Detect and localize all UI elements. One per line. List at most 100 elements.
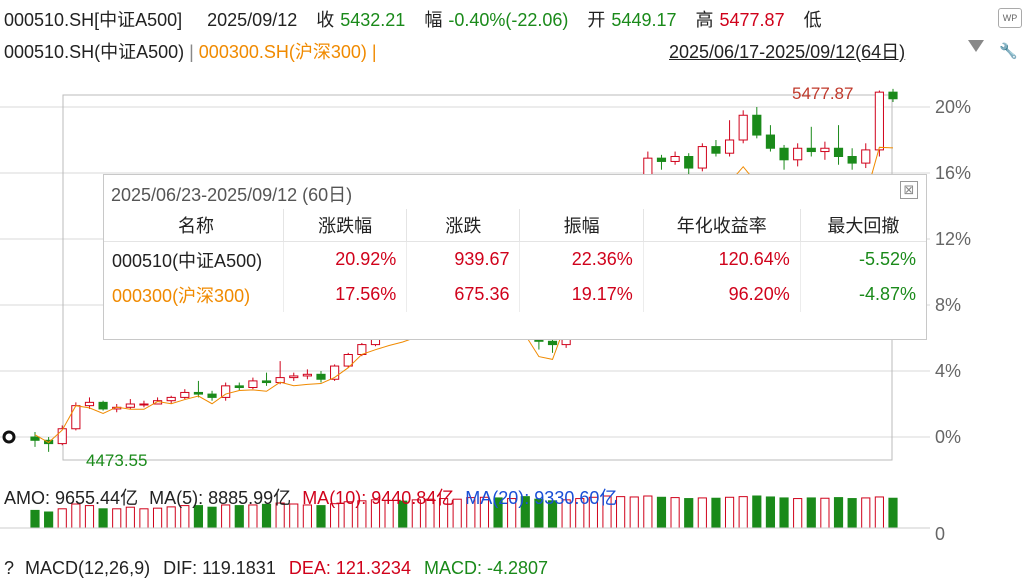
candle-body bbox=[302, 373, 312, 377]
volume-bar bbox=[98, 508, 108, 529]
candle-body bbox=[888, 91, 898, 100]
candle-body bbox=[207, 393, 217, 398]
candle-body bbox=[84, 401, 95, 407]
close-icon[interactable]: ⊠ bbox=[900, 181, 918, 199]
candle-body bbox=[98, 401, 108, 410]
high-label: 高 bbox=[695, 10, 714, 30]
candle-body bbox=[711, 146, 721, 154]
candle-body bbox=[547, 340, 558, 346]
series-legend: 000510.SH(中证A500) | 000300.SH(沪深300) | bbox=[4, 38, 377, 64]
volume-bar bbox=[711, 497, 721, 529]
volume-bar bbox=[833, 497, 844, 529]
legend-series-hs300[interactable]: 000300.SH(沪深300) bbox=[198, 42, 367, 62]
candle-body bbox=[847, 156, 857, 164]
stats-table: 名称 涨跌幅 涨跌 振幅 年化收益率 最大回撤 000510(中证A500) 2… bbox=[104, 209, 926, 312]
volume-bar bbox=[724, 496, 735, 529]
candle-body bbox=[180, 391, 190, 398]
change-value: -0.40%(-22.06) bbox=[448, 10, 569, 30]
candle-body bbox=[248, 380, 258, 388]
candle-body bbox=[861, 149, 871, 164]
candle-body bbox=[684, 156, 694, 169]
legend-series-a500[interactable]: 000510.SH(中证A500) bbox=[4, 42, 185, 62]
high-value: 5477.87 bbox=[719, 10, 785, 30]
candle-body bbox=[71, 405, 81, 430]
volume-bar bbox=[152, 507, 163, 529]
row-name: 000510(中证A500) bbox=[104, 241, 284, 277]
table-row[interactable]: 000300(沪深300) 17.56% 675.36 19.17% 96.20… bbox=[104, 277, 926, 312]
volume-bar bbox=[643, 495, 653, 529]
change-label: 幅 bbox=[424, 10, 443, 30]
volume-bar bbox=[793, 498, 803, 529]
col-header: 振幅 bbox=[519, 209, 644, 242]
legend-sep: | bbox=[366, 42, 377, 62]
y-tick-label: 16% bbox=[935, 163, 972, 183]
volume-bar bbox=[779, 497, 789, 529]
cell-dd: -4.87% bbox=[858, 284, 916, 304]
price-chart[interactable] bbox=[0, 60, 1023, 560]
y-tick-label: 4% bbox=[935, 361, 962, 381]
volume-bar bbox=[57, 508, 67, 529]
volume-bar bbox=[820, 497, 830, 529]
quote-date: 2025/09/12 bbox=[207, 10, 298, 30]
candle-body bbox=[125, 403, 135, 408]
volume-bar bbox=[847, 498, 857, 529]
candle-body bbox=[221, 385, 231, 398]
volume-bar bbox=[684, 498, 694, 529]
col-header: 最大回撤 bbox=[800, 209, 926, 242]
cell-ann: 96.20% bbox=[643, 277, 801, 312]
volume-bar bbox=[629, 496, 639, 529]
cell-pct: 20.92% bbox=[283, 241, 408, 277]
wp-badge-icon[interactable]: WP bbox=[998, 8, 1022, 28]
candle-body bbox=[57, 428, 67, 445]
volume-bar bbox=[139, 508, 149, 529]
ma5-value: MA(5): 8885.99亿 bbox=[149, 488, 292, 508]
open-label: 开 bbox=[587, 10, 606, 30]
volume-bar bbox=[44, 511, 54, 529]
col-header: 涨跌幅 bbox=[283, 209, 408, 242]
cell-chg: 939.67 bbox=[406, 241, 521, 277]
macd-legend: ? MACD(12,26,9) DIF: 119.1831 DEA: 121.3… bbox=[4, 558, 548, 579]
cell-amp: 19.17% bbox=[519, 277, 644, 312]
col-header: 年化收益率 bbox=[643, 209, 801, 242]
volume-bar bbox=[752, 495, 762, 529]
table-header-row: 名称 涨跌幅 涨跌 振幅 年化收益率 最大回撤 bbox=[104, 209, 926, 242]
help-icon[interactable]: ? bbox=[4, 558, 15, 578]
candle-body bbox=[793, 147, 803, 161]
candle-body bbox=[139, 403, 149, 406]
macd-value: MACD: -4.2807 bbox=[423, 558, 549, 578]
open-value: 5449.17 bbox=[611, 10, 677, 30]
volume-bar bbox=[125, 506, 135, 529]
candle-body bbox=[656, 157, 667, 162]
cell-pct: 17.56% bbox=[283, 277, 408, 312]
table-row[interactable]: 000510(中证A500) 20.92% 939.67 22.36% 120.… bbox=[104, 241, 926, 277]
close-value: 5432.21 bbox=[340, 10, 406, 30]
ma10-value: MA(10): 9440.84亿 bbox=[302, 488, 455, 508]
macd-dea: DEA: 121.3234 bbox=[288, 558, 411, 578]
candle-body bbox=[330, 365, 340, 380]
volume-bar bbox=[656, 496, 667, 529]
wrench-icon[interactable]: 🔧 bbox=[999, 43, 1018, 60]
candle-body bbox=[343, 354, 353, 367]
candle-body bbox=[261, 380, 272, 384]
volume-bar bbox=[670, 497, 680, 529]
high-annotation: 5477.87 bbox=[792, 84, 854, 103]
candle-body bbox=[765, 134, 776, 149]
date-range-selector[interactable]: 2025/06/17-2025/09/12(64日) bbox=[669, 42, 906, 62]
candle-body bbox=[166, 396, 176, 402]
volume-bar bbox=[207, 506, 217, 529]
volume-bar bbox=[738, 496, 748, 529]
ma20-value: MA(20): 9330.60亿 bbox=[465, 488, 618, 508]
volume-bar bbox=[888, 497, 898, 529]
volume-bar bbox=[874, 496, 884, 529]
candle-body bbox=[806, 147, 816, 153]
dropdown-arrow-icon[interactable] bbox=[968, 40, 984, 52]
candle-body bbox=[670, 156, 680, 162]
close-label: 收 bbox=[316, 10, 335, 30]
candle-body bbox=[193, 391, 204, 395]
candle-body bbox=[289, 375, 299, 379]
col-header: 涨跌 bbox=[406, 209, 521, 242]
row-name: 000300(沪深300) bbox=[104, 277, 284, 312]
candle-body bbox=[874, 91, 884, 151]
y-tick-label: 0% bbox=[935, 427, 962, 447]
low-label: 低 bbox=[803, 10, 822, 30]
